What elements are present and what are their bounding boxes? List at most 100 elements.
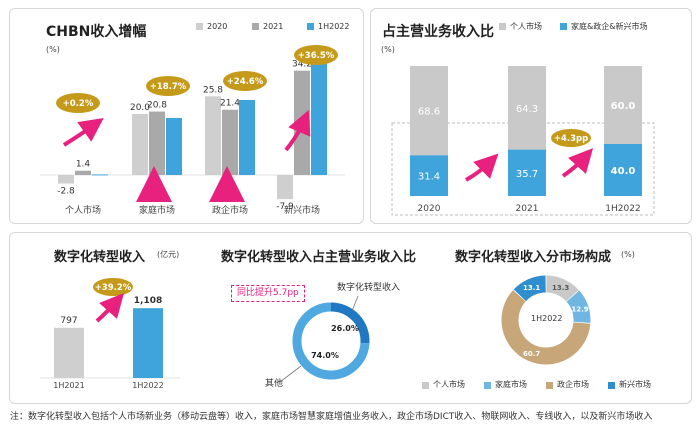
- legend-label-family-market: 家庭市场: [495, 380, 527, 389]
- p1-growth-bubble: [223, 71, 267, 91]
- legend-label-personal: 个人市场: [510, 22, 542, 31]
- legend-swatch-2020: [196, 23, 203, 30]
- p1-value-label-家庭市场-2021: 20.8: [147, 101, 167, 111]
- p3-bar-1H2022: [133, 308, 163, 378]
- p1-category-label: 新兴市场: [284, 204, 320, 216]
- p1-bar-政企市场-1H2022: [239, 99, 255, 175]
- p4-leader-line: [351, 295, 359, 312]
- p3-up-arrow-icon: [95, 293, 124, 323]
- legend-label-personal-market: 个人市场: [433, 380, 465, 389]
- p2-bar-other-1H2022: [604, 144, 642, 196]
- p1-category-label: 政企市场: [212, 204, 248, 216]
- p2-value-personal: 68.6: [418, 107, 440, 118]
- p1-value-label-新兴市场-2020: -7.9: [276, 202, 294, 212]
- legend-swatch-other: [560, 23, 567, 30]
- p3-unit: (亿元): [157, 250, 180, 259]
- legend-label-other: 家庭&政企&新兴市场: [571, 22, 648, 31]
- p2-bar-personal-1H2022: [604, 66, 642, 144]
- p5-slice-政企市场: [501, 290, 591, 365]
- p1-growth-label: +18.7%: [150, 82, 187, 92]
- p1-growth-label: +36.5%: [298, 51, 335, 61]
- p2-up-arrow-icon: [465, 153, 499, 182]
- p2-value-other: 35.7: [516, 169, 538, 180]
- p1-bar-个人市场-1H2022: [92, 174, 108, 176]
- p1-bar-家庭市场-2020: [132, 114, 148, 175]
- p1-bar-个人市场-2021: [75, 170, 91, 175]
- legend-swatch-1h2022: [307, 23, 314, 30]
- legend-swatch-2021: [252, 23, 259, 30]
- p1-title: CHBN收入增幅: [46, 24, 147, 40]
- p1-value-label-新兴市场-2021: 34.2: [292, 60, 312, 70]
- p2-up-arrow-icon: [561, 148, 594, 178]
- legend-label-2021: 2021: [263, 22, 284, 31]
- p2-growth-bubble: [551, 129, 591, 147]
- p1-value-label-家庭市场-2020: 20.0: [130, 103, 150, 113]
- p5-slice-新兴市场: [513, 275, 547, 302]
- p3-bar-1H2021: [54, 327, 84, 378]
- p1-bar-个人市场-2020: [58, 175, 74, 184]
- p1-bar-家庭市场-2021: [149, 111, 165, 175]
- p2-title: 占主营业务收入比: [382, 24, 494, 40]
- p1-unit: (%): [46, 45, 60, 54]
- p5-value-label: 12.9: [571, 305, 588, 313]
- p5-title: 数字化转型收入分市场构成: [455, 250, 612, 265]
- p3-category-label: 1H2021: [53, 381, 84, 390]
- p4-slice-other: [292, 302, 370, 380]
- p2-bar-other-2020: [410, 155, 448, 196]
- p5-value-label: 13.3: [552, 284, 569, 292]
- legend-swatch-personal: [499, 23, 506, 30]
- legend-label-1h2022: 1H2022: [318, 22, 350, 31]
- p1-bar-新兴市场-2020: [277, 175, 293, 200]
- p2-bar-personal-2020: [410, 66, 448, 156]
- p2-bar-other-2021: [508, 149, 546, 196]
- p4-label-other: 其他: [265, 379, 284, 389]
- p1-growth-label: +0.2%: [63, 99, 94, 109]
- p2-growth-label: +4.3pp: [554, 134, 588, 144]
- p5-slice-个人市场: [545, 275, 579, 302]
- p2-category-label: 2021: [516, 204, 539, 214]
- p4-title: 数字化转型收入占主营业务收入比: [221, 250, 417, 265]
- p4-leader-line: [279, 365, 302, 383]
- p3-growth-bubble: [93, 278, 133, 296]
- legend-swatch-gov-market: [546, 382, 553, 389]
- p3-value-label: 1,108: [134, 296, 162, 306]
- p1-bar-新兴市场-1H2022: [311, 63, 327, 175]
- p5-center: 1H2022: [531, 314, 563, 323]
- p4-callout: 同比提升5.7pp: [231, 285, 305, 302]
- p1-growth-bubble: [294, 45, 338, 65]
- p5-unit: (%): [621, 250, 635, 259]
- p2-bar-personal-2021: [508, 66, 546, 150]
- p1-category-label: 家庭市场: [139, 204, 175, 216]
- legend-swatch-emerging-market: [608, 382, 615, 389]
- p1-growth-label: +24.6%: [227, 77, 264, 87]
- legend-swatch-personal-market: [422, 382, 429, 389]
- p5-value-label: 60.7: [523, 350, 540, 358]
- p1-bar-家庭市场-1H2022: [166, 117, 182, 175]
- p1-category-label: 个人市场: [65, 204, 101, 216]
- p1-bar-政企市场-2020: [205, 96, 221, 175]
- p2-value-personal: 64.3: [516, 104, 538, 115]
- p1-value-label-政企市场-2021: 21.4: [220, 99, 240, 109]
- p5-value-label: 13.1: [523, 284, 540, 292]
- p1-up-arrow-icon: [284, 109, 311, 152]
- p1-value-label-政企市场-2020: 25.8: [203, 85, 223, 95]
- p4-slice-digital: [330, 302, 370, 344]
- p1-up-arrow-icon: [62, 118, 104, 147]
- p3-growth-label: +39.2%: [95, 283, 132, 293]
- p2-value-other: 40.0: [611, 166, 636, 177]
- legend-swatch-family-market: [484, 382, 491, 389]
- p2-category-label: 1H2022: [605, 204, 640, 214]
- p4-value-other: 74.0%: [311, 351, 339, 360]
- p1-value-label-个人市场-2020: -2.8: [57, 187, 75, 197]
- legend-label-emerging-market: 新兴市场: [619, 380, 651, 389]
- footnote: 注：数字化转型收入包括个人市场新业务（移动云盘等）收入，家庭市场智慧家庭增值业务…: [10, 412, 653, 422]
- p2-category-label: 2020: [418, 204, 441, 214]
- p3-value-label: 797: [60, 316, 77, 326]
- p4-label-digital: 数字化转型收入: [337, 283, 401, 293]
- p2-value-other: 31.4: [418, 172, 440, 183]
- p5-slice-家庭市场: [566, 290, 591, 323]
- p3-category-label: 1H2022: [132, 381, 163, 390]
